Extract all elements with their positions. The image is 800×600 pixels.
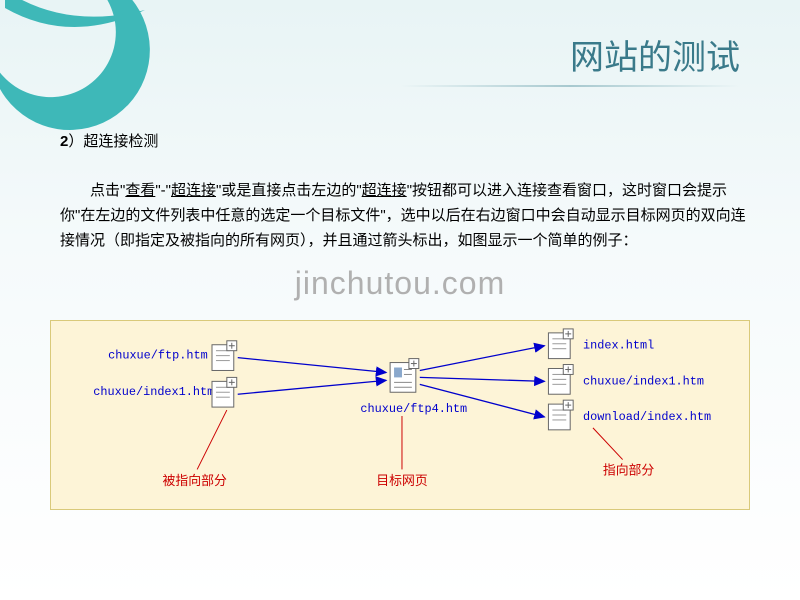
right-file-0-label: index.html — [583, 339, 654, 353]
watermark: jinchutou.com — [295, 265, 505, 302]
link-view: 查看 — [125, 182, 155, 199]
section-heading-text: ）超连接检测 — [68, 133, 158, 150]
text-seg-1: 点击" — [90, 182, 125, 199]
annot-right: 指向部分 — [603, 462, 655, 477]
link-arrow — [238, 380, 386, 394]
section-heading: 2）超连接检测 — [60, 130, 760, 151]
diagram-box: chuxue/ftp.htm chuxue/index1.htm chuxue/… — [50, 320, 750, 510]
text-seg-2: "-" — [155, 182, 171, 199]
link-arrow — [238, 358, 386, 373]
left-file-1-label: chuxue/index1.htm — [93, 385, 214, 399]
annot-center: 目标网页 — [376, 473, 428, 488]
annot-line — [197, 410, 227, 469]
file-icon — [212, 341, 237, 371]
annot-left: 被指向部分 — [163, 473, 227, 488]
right-file-1-label: chuxue/index1.htm — [583, 374, 704, 388]
link-hyper1: 超连接 — [171, 182, 216, 199]
text-seg-3: "或是直接点击左边的" — [216, 182, 362, 199]
body-paragraph: 点击"查看"-"超连接"或是直接点击左边的"超连接"按钮都可以进入连接查看窗口，… — [60, 179, 760, 253]
left-file-0-label: chuxue/ftp.htm — [108, 349, 208, 363]
link-hyper2: 超连接 — [362, 182, 407, 199]
right-file-2-label: download/index.htm — [583, 410, 711, 424]
link-arrow — [420, 346, 545, 371]
file-icon — [212, 377, 237, 407]
diagram-svg: chuxue/ftp.htm chuxue/index1.htm chuxue/… — [51, 321, 749, 509]
logo-swoosh — [0, 0, 170, 150]
annot-line — [593, 428, 623, 460]
page-title: 网站的测试 — [400, 30, 740, 79]
title-underline — [400, 85, 740, 87]
file-icon — [548, 400, 573, 430]
file-icon-center — [390, 359, 419, 393]
file-icon — [548, 329, 573, 359]
content-area: 2）超连接检测 点击"查看"-"超连接"或是直接点击左边的"超连接"按钮都可以进… — [60, 130, 760, 253]
center-file-label: chuxue/ftp4.htm — [360, 402, 467, 416]
link-arrow — [420, 377, 545, 381]
title-area: 网站的测试 — [400, 30, 740, 87]
file-icon — [548, 365, 573, 395]
